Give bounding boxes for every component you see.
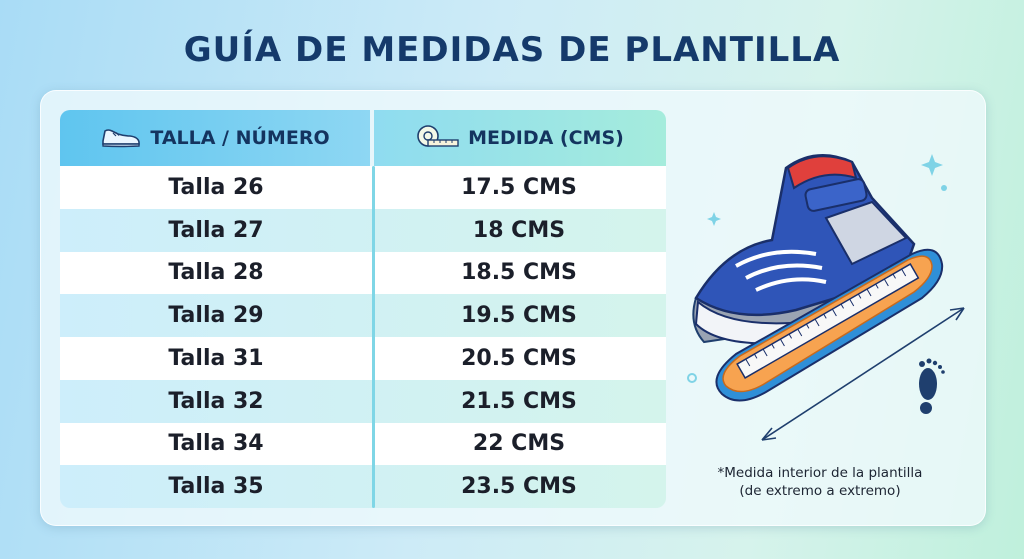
size-cell: Talla 31 <box>168 345 264 371</box>
measuring-tape-icon <box>416 122 460 155</box>
insole-illustration <box>715 248 965 441</box>
size-cell: Talla 26 <box>168 174 264 200</box>
measure-cell: 21.5 CMS <box>461 388 577 414</box>
footprint-icon <box>919 358 945 414</box>
measure-cell: 22 CMS <box>472 431 566 457</box>
header-size-label: TALLA / NÚMERO <box>150 127 330 149</box>
shoe-insole-illustration <box>676 128 976 458</box>
measure-cell: 23.5 CMS <box>461 474 577 500</box>
table-header: TALLA / NÚMERO MEDIDA (CMS) <box>60 110 666 166</box>
measure-cell: 20.5 CMS <box>461 345 577 371</box>
size-cell: Talla 27 <box>168 217 264 243</box>
table-row: Talla 32 21.5 CMS <box>60 379 666 423</box>
size-cell: Talla 34 <box>168 431 264 457</box>
size-cell: Talla 29 <box>168 303 264 329</box>
size-table: TALLA / NÚMERO MEDIDA (CMS) Talla 26 17.… <box>60 110 666 508</box>
header-size: TALLA / NÚMERO <box>60 110 370 166</box>
sneaker-icon <box>100 123 142 154</box>
table-row: Talla 27 18 CMS <box>60 208 666 252</box>
header-measure: MEDIDA (CMS) <box>373 110 666 166</box>
measure-cell: 19.5 CMS <box>461 303 577 329</box>
sparkle-icon <box>687 154 947 383</box>
table-row: Talla 28 18.5 CMS <box>60 251 666 295</box>
table-row: Talla 31 20.5 CMS <box>60 337 666 380</box>
size-cell: Talla 28 <box>168 260 264 286</box>
table-row: Talla 34 22 CMS <box>60 422 666 466</box>
column-divider <box>372 166 375 508</box>
size-cell: Talla 35 <box>168 474 264 500</box>
measurement-note: *Medida interior de la plantilla (de ext… <box>670 464 970 500</box>
measure-cell: 18 CMS <box>472 217 566 243</box>
measure-cell: 18.5 CMS <box>461 260 577 286</box>
size-cell: Talla 32 <box>168 388 264 414</box>
table-row: Talla 29 19.5 CMS <box>60 294 666 337</box>
note-line-1: *Medida interior de la plantilla <box>717 465 923 481</box>
table-row: Talla 35 23.5 CMS <box>60 465 666 508</box>
sneaker-illustration <box>692 154 916 345</box>
table-row: Talla 26 17.5 CMS <box>60 166 666 209</box>
page-title: GUÍA DE MEDIDAS DE PLANTILLA <box>183 30 841 70</box>
measure-cell: 17.5 CMS <box>461 174 577 200</box>
header-measure-label: MEDIDA (CMS) <box>468 127 624 149</box>
note-line-2: (de extremo a extremo) <box>739 483 901 499</box>
